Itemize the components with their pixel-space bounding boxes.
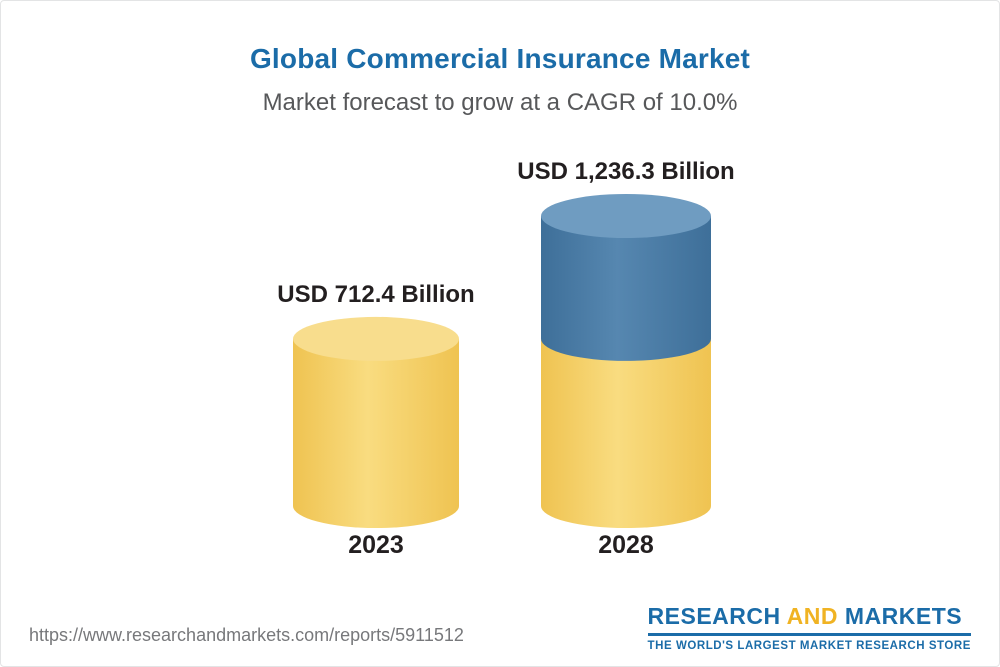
logo-tagline: THE WORLD'S LARGEST MARKET RESEARCH STOR… (647, 640, 971, 652)
bar-2028-growth-top (541, 194, 711, 238)
bar-cylinders (293, 194, 711, 528)
logo-word-markets: MARKETS (844, 603, 963, 629)
bar-2023-body (293, 338, 459, 506)
value-label-2023: USD 712.4 Billion (277, 280, 475, 308)
year-label-2028: 2028 (598, 531, 654, 559)
report-url: https://www.researchandmarkets.com/repor… (29, 625, 464, 645)
logo-wordmark: RESEARCH AND MARKETS (648, 603, 971, 630)
research-and-markets-logo: RESEARCH AND MARKETS THE WORLD'S LARGEST… (647, 603, 971, 652)
logo-divider (647, 633, 971, 636)
bar-2023-top (293, 316, 459, 361)
logo-word-research: RESEARCH (647, 603, 781, 629)
chart-subtitle: Market forecast to grow at a CAGR of 10.… (262, 89, 738, 116)
bar-2028-base-body (541, 338, 711, 506)
value-label-2028: USD 1,236.3 Billion (517, 158, 735, 185)
chart-title: Global Commercial Insurance Market (249, 43, 751, 74)
logo-word-and: AND (786, 603, 839, 629)
year-label-2023: 2023 (348, 531, 404, 559)
